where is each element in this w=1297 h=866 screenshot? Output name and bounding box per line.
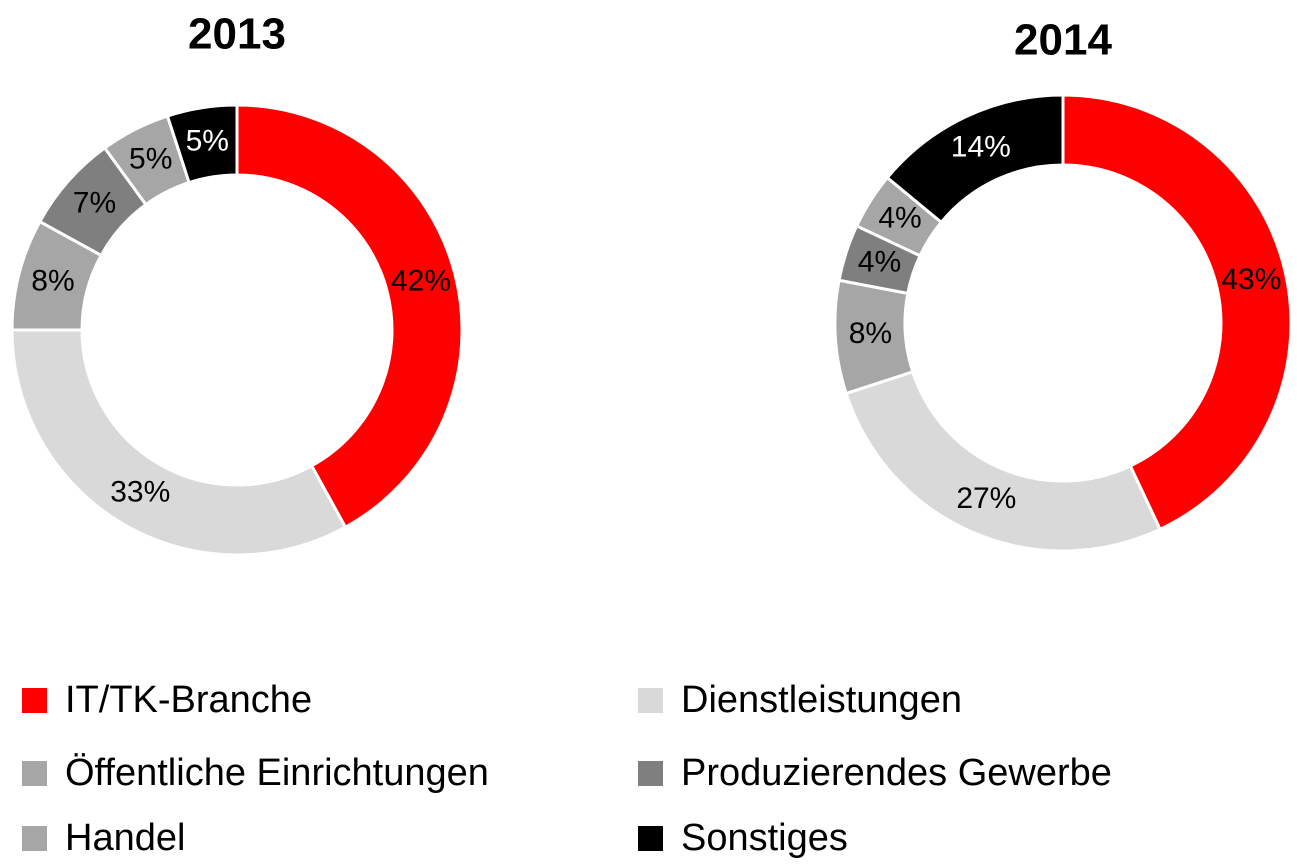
- donut-segment: [165, 103, 239, 185]
- legend-label: Öffentliche Einrichtungen: [65, 752, 489, 794]
- chart-title: 2014: [1014, 16, 1112, 65]
- data-label: 5%: [186, 124, 229, 157]
- data-label: 14%: [951, 130, 1011, 163]
- donut-segment: [1061, 93, 1293, 532]
- data-label: 8%: [31, 265, 74, 298]
- donut-segment: [235, 103, 464, 530]
- legend-label: Sonstiges: [681, 817, 848, 859]
- legend-swatch: [638, 761, 663, 786]
- donut-segment: [844, 369, 1163, 553]
- data-label: 5%: [129, 143, 172, 176]
- donut-segment: [885, 93, 1065, 225]
- chart-title: 2013: [188, 10, 286, 59]
- legend-swatch: [638, 826, 663, 851]
- data-label: 43%: [1221, 263, 1281, 296]
- legend-swatch: [22, 688, 47, 713]
- data-label: 27%: [956, 482, 1016, 515]
- data-label: 4%: [858, 245, 901, 278]
- legend-label: IT/TK-Branche: [65, 679, 312, 721]
- data-label: 33%: [110, 475, 170, 508]
- donut-segment: [10, 328, 348, 557]
- data-label: 4%: [878, 202, 921, 235]
- legend-swatch: [638, 688, 663, 713]
- legend-label: Handel: [65, 817, 185, 859]
- data-label: 7%: [73, 186, 116, 219]
- legend-swatch: [22, 761, 47, 786]
- legend-label: Produzierendes Gewerbe: [681, 752, 1112, 794]
- data-label: 42%: [391, 265, 451, 298]
- legend-label: Dienstleistungen: [681, 679, 962, 721]
- legend-swatch: [22, 826, 47, 851]
- data-label: 8%: [849, 317, 892, 350]
